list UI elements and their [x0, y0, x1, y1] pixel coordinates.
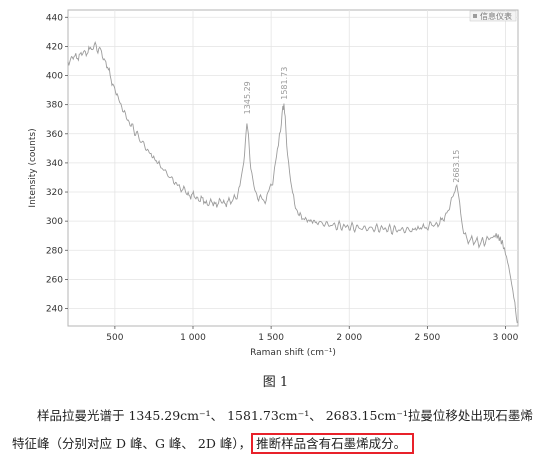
- legend-label: 信息仪表: [480, 11, 512, 21]
- x-tick-label: 1 000: [180, 333, 206, 343]
- x-tick-label: 2 000: [336, 333, 362, 343]
- y-tick-label: 260: [46, 275, 63, 285]
- highlighted-conclusion: 推断样品含有石墨烯成分。: [251, 433, 415, 454]
- x-tick-label: 3 000: [493, 333, 519, 343]
- y-tick-label: 380: [46, 101, 63, 111]
- y-tick-label: 400: [46, 72, 63, 82]
- y-tick-label: 420: [46, 42, 63, 52]
- figure-caption: 图 1: [262, 375, 289, 390]
- y-tick-label: 320: [46, 188, 63, 198]
- tick-layer: 240 260 280 300 320 340 360 380 400 420 440 500 1 00…: [46, 13, 519, 343]
- y-tick-label: 440: [46, 13, 63, 23]
- legend-box: [469, 10, 517, 22]
- peak-label-layer: 1345.29 1581.73 2683.15: [243, 67, 461, 183]
- y-axis-title: Intensity (counts): [28, 128, 38, 207]
- paragraph-line-2-text: 特征峰（分别对应 D 峰、G 峰、 2D 峰），: [12, 436, 252, 451]
- plot-frame: [67, 9, 519, 327]
- x-tick-label: 500: [106, 333, 123, 343]
- paragraph-line-2: 特征峰（分别对应 D 峰、G 峰、 2D 峰）， 推断样品含有石墨烯成分。: [12, 430, 547, 458]
- peak-label: 1581.73: [280, 67, 289, 100]
- y-tick-label: 240: [46, 305, 63, 315]
- peak-label: 1345.29: [243, 81, 252, 114]
- legend: 信息仪表: [469, 10, 517, 22]
- legend-swatch: [473, 14, 477, 18]
- y-tick-label: 280: [46, 246, 63, 256]
- x-axis-title: Raman shift (cm⁻¹): [250, 348, 336, 358]
- raman-spectrum-chart: 240 260 280 300 320 340 360 380 400 420 440 500 1 00…: [28, 9, 519, 358]
- y-tick-label: 360: [46, 130, 63, 140]
- chart-svg: 240 260 280 300 320 340 360 380 400 420 440 500 1 00…: [28, 9, 519, 358]
- peak-label: 2683.15: [452, 150, 461, 183]
- spectrum-line: [67, 41, 518, 324]
- body-paragraph: 样品拉曼光谱于 1345.29cm⁻¹、 1581.73cm⁻¹、 2683.1…: [12, 402, 547, 458]
- y-tick-label: 340: [46, 159, 63, 169]
- series-layer: [67, 41, 518, 324]
- grid-lines: [68, 10, 518, 326]
- paragraph-line-1: 样品拉曼光谱于 1345.29cm⁻¹、 1581.73cm⁻¹、 2683.1…: [37, 408, 533, 423]
- y-tick-label: 300: [46, 217, 63, 227]
- x-tick-label: 1 500: [258, 333, 284, 343]
- x-tick-label: 2 500: [414, 333, 440, 343]
